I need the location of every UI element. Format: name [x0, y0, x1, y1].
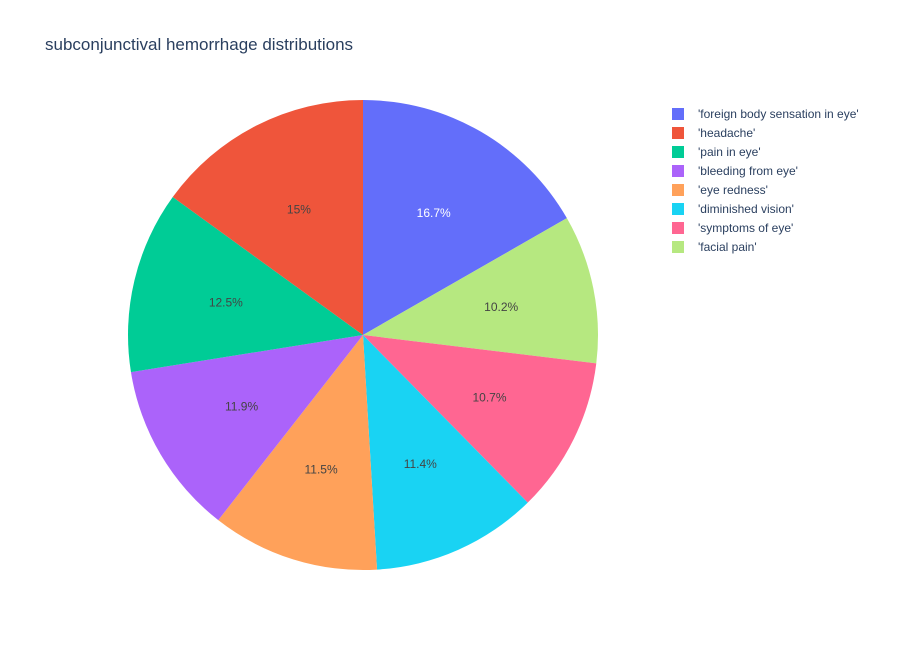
pie-slice-pain-in-eye[interactable]: [128, 197, 363, 373]
pie-slice-label: 12.5%: [209, 295, 243, 309]
chart-title: subconjunctival hemorrhage distributions: [45, 35, 353, 54]
pie-slice-label: 15%: [287, 202, 311, 216]
pie-slice-facial-pain[interactable]: [363, 218, 598, 364]
legend-swatch: [672, 241, 684, 253]
legend-item-eye-redness[interactable]: 'eye redness': [672, 183, 768, 197]
legend-swatch: [672, 222, 684, 234]
legend-label: 'foreign body sensation in eye': [698, 107, 859, 121]
legend-item-foreign-body-sensation-in-eye[interactable]: 'foreign body sensation in eye': [672, 107, 859, 121]
legend-item-diminished-vision[interactable]: 'diminished vision': [672, 202, 794, 216]
legend-label: 'eye redness': [698, 183, 768, 197]
legend-label: 'headache': [698, 126, 755, 140]
legend: 'foreign body sensation in eye' 'headache…: [672, 107, 859, 254]
legend-swatch: [672, 165, 684, 177]
legend-swatch: [672, 203, 684, 215]
pie-slice-label: 11.4%: [404, 457, 437, 471]
pie-slice-diminished-vision[interactable]: [363, 335, 528, 570]
legend-item-pain-in-eye[interactable]: 'pain in eye': [672, 145, 761, 159]
legend-label: 'pain in eye': [698, 145, 761, 159]
legend-label: 'symptoms of eye': [698, 221, 793, 235]
pie-slice-label: 16.7%: [417, 206, 451, 220]
pie-slice-symptoms-of-eye[interactable]: [363, 335, 597, 503]
pie-slice-label: 10.7%: [472, 390, 506, 404]
legend-swatch: [672, 108, 684, 120]
legend-item-facial-pain[interactable]: 'facial pain': [672, 240, 757, 254]
pie-slice-label: 11.9%: [225, 400, 258, 414]
legend-item-headache[interactable]: 'headache': [672, 126, 755, 140]
legend-label: 'diminished vision': [698, 202, 794, 216]
pie-slice-labels: 16.7% 10.2% 10.7% 11.4% 11.5% 11.9% 12.5% 15%: [209, 202, 519, 476]
legend-swatch: [672, 127, 684, 139]
pie-slice-foreign-body-sensation-in-eye[interactable]: [363, 100, 567, 335]
pie-slice-eye-redness[interactable]: [218, 335, 378, 570]
legend-swatch: [672, 146, 684, 158]
pie-slice-label: 11.5%: [305, 463, 338, 477]
legend-label: 'facial pain': [698, 240, 757, 254]
legend-item-bleeding-from-eye[interactable]: 'bleeding from eye': [672, 164, 798, 178]
pie-slice-bleeding-from-eye[interactable]: [130, 335, 363, 521]
legend-label: 'bleeding from eye': [698, 164, 798, 178]
pie-slice-headache[interactable]: [172, 100, 363, 335]
pie-slices: [128, 100, 598, 570]
legend-swatch: [672, 184, 684, 196]
legend-item-symptoms-of-eye[interactable]: 'symptoms of eye': [672, 221, 793, 235]
pie-slice-label: 10.2%: [484, 300, 518, 314]
